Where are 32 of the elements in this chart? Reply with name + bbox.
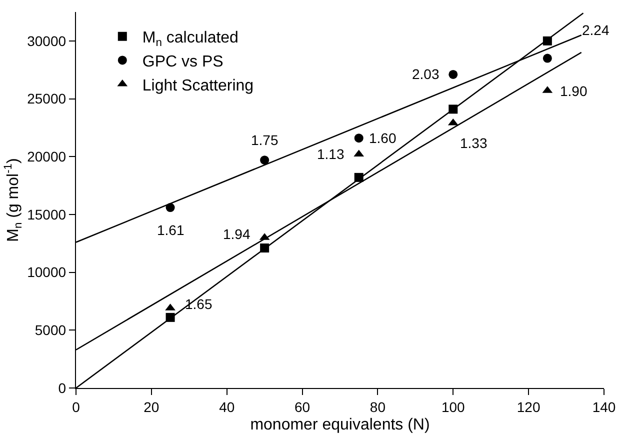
point <box>448 70 458 79</box>
x-tick-label: 40 <box>219 398 235 415</box>
y-tick-label: 30000 <box>27 32 66 49</box>
x-tick-label: 100 <box>441 398 466 415</box>
annotation: 1.60 <box>369 130 396 146</box>
y-tick-label: 20000 <box>27 148 66 165</box>
annotation: 1.33 <box>460 135 488 151</box>
point <box>260 156 270 165</box>
y-tick-label: 5000 <box>34 322 66 338</box>
y-tick-label: 15000 <box>27 206 66 222</box>
x-tick-label: 20 <box>144 398 160 415</box>
y-tick-label: 0 <box>58 380 66 396</box>
annotation: 1.90 <box>560 83 588 99</box>
annotation: 2.03 <box>412 66 440 82</box>
annotation: 2.24 <box>582 22 610 38</box>
legend-label: Light Scattering <box>142 77 254 94</box>
annotation: 1.13 <box>317 146 344 162</box>
legend-label: M$_{n}$ calculated <box>142 30 238 50</box>
point <box>542 54 552 63</box>
y-tick-label: 25000 <box>27 90 66 107</box>
annotation: 1.61 <box>157 222 184 238</box>
point <box>354 134 364 143</box>
x-tick-label: 120 <box>516 398 540 415</box>
legend-label: GPC vs PS <box>142 53 224 70</box>
x-tick-label: 60 <box>294 398 310 415</box>
annotation: 1.94 <box>223 226 250 242</box>
x-tick-label: 0 <box>72 398 80 415</box>
x-tick-label: 140 <box>592 398 616 415</box>
x-axis-title: monomer equivalents (N) <box>250 416 430 434</box>
annotation: 1.75 <box>251 132 278 148</box>
y-tick-label: 10000 <box>27 264 66 280</box>
x-tick-label: 80 <box>370 398 386 415</box>
